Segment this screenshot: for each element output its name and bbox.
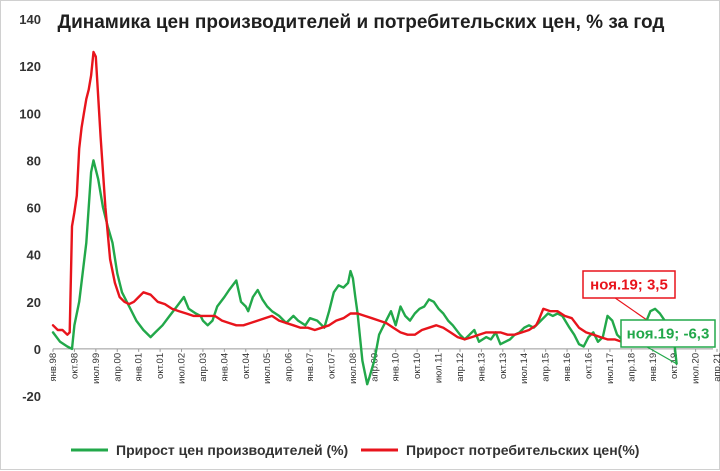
x-tick-label: янв.10 (391, 353, 402, 382)
series-line-consumer (51, 50, 678, 345)
x-tick-label: июл.20 (691, 353, 702, 384)
legend-label-producer: Прирост цен производителей (%) (116, 442, 348, 458)
y-tick-label: 60 (27, 201, 41, 216)
y-tick-label: 80 (27, 153, 41, 168)
y-tick-label: 20 (27, 295, 41, 310)
y-tick-label: -20 (22, 389, 41, 404)
x-tick-label: июл.14 (519, 353, 530, 384)
callout-box (582, 270, 676, 299)
x-tick-label: июл.05 (262, 353, 273, 384)
callout-box (620, 319, 716, 348)
x-tick-label: янв.07 (305, 353, 316, 382)
legend: Прирост цен производителей (%) Прирост п… (71, 442, 639, 458)
x-tick-label: янв.98 (48, 353, 59, 382)
x-tick-label: янв.19 (648, 353, 659, 382)
callouts: ноя.19; 3,5 ноя.19; -6,3 (582, 270, 716, 365)
x-tick-label: янв.16 (562, 353, 573, 382)
x-tick-label: окт.13 (498, 353, 509, 379)
x-tick-label: апр.09 (369, 353, 380, 382)
y-axis: -20 0 20 40 60 80 100 120 140 (19, 12, 41, 404)
x-tick-label: окт.07 (326, 353, 337, 379)
y-tick-label: 100 (19, 106, 41, 121)
callout-consumer: ноя.19; 3,5 (582, 270, 677, 342)
x-tick-label: апр.03 (198, 353, 209, 382)
x-tick-label: апр.18 (626, 353, 637, 382)
x-tick-label: апр.12 (455, 353, 466, 382)
chart-title: Динамика цен производителей и потребител… (58, 12, 665, 33)
x-tick-label: окт.01 (155, 353, 166, 379)
callout-label: ноя.19; -6,3 (627, 326, 710, 343)
y-tick-label: 40 (27, 248, 41, 263)
x-tick-label: окт.10 (412, 353, 423, 379)
x-tick-label: июл.02 (177, 353, 188, 384)
callout-label: ноя.19; 3,5 (590, 277, 668, 294)
y-tick-label: 0 (34, 342, 41, 357)
x-tick-label: июл.08 (348, 353, 359, 384)
y-tick-label: 120 (19, 59, 41, 74)
x-tick-label: июл.17 (605, 353, 616, 384)
x-tick-label: окт.19 (669, 353, 680, 379)
series-layer (51, 50, 678, 386)
x-tick-label: апр.15 (541, 353, 552, 382)
x-tick-label: янв.04 (219, 353, 230, 382)
x-tick-label: июл.11 (434, 353, 445, 383)
x-tick-label: окт.16 (584, 353, 595, 379)
callout-producer: ноя.19; -6,3 (620, 319, 716, 365)
legend-label-consumer: Прирост потребительских цен(%) (406, 442, 639, 458)
x-tick-label: янв.13 (476, 353, 487, 382)
x-tick-label: окт.04 (241, 353, 252, 379)
x-axis: янв.98 окт.98 июл.99 апр.00 янв.01 окт.01 июл.… (48, 348, 720, 384)
x-tick-label: апр.00 (112, 353, 123, 382)
x-tick-label: апр.06 (284, 353, 295, 382)
x-tick-label: апр.21 (712, 353, 720, 382)
series-line-producer (51, 159, 678, 386)
x-tick-label: янв.01 (134, 353, 145, 382)
x-tick-label: окт.98 (69, 353, 80, 379)
y-tick-label: 140 (19, 12, 41, 27)
x-tick-label: июл.99 (91, 353, 102, 384)
